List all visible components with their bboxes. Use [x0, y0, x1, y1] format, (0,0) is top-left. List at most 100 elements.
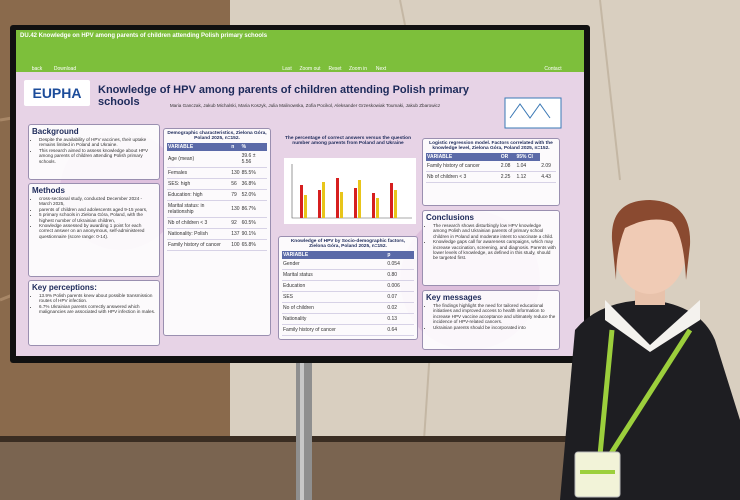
table-cell: 2.09 — [540, 161, 556, 172]
table-cell: Nb of children < 3 — [167, 217, 231, 229]
section-heading: Key messages — [426, 293, 482, 302]
table-row: Education: high 79 52.0% — [167, 189, 267, 201]
table-cell: Education — [282, 280, 387, 292]
table-cell: 36.8% — [240, 178, 267, 190]
toolbar-button[interactable]: back — [31, 66, 43, 72]
table-cell: 130 — [230, 167, 241, 179]
table-cell: 1.04 — [515, 161, 541, 172]
section-heading: Key perceptions: — [32, 283, 97, 292]
table-cell: No of children — [282, 302, 387, 314]
chart-title: The percentage of correct answers versus… — [284, 136, 412, 146]
table-cell: 85.5% — [240, 167, 267, 179]
table-cell: Age (mean) — [167, 151, 231, 168]
table-cell: Marital status: in relationship — [167, 200, 231, 218]
table-cell: 0.006 — [386, 280, 414, 292]
authors: Maria Ganczak, Jakub Michalski, Maria Ko… — [169, 103, 441, 108]
table-cell: 4.43 — [540, 171, 556, 183]
list-item: 6.7% Ukrainian parents correctly answere… — [39, 304, 156, 315]
list-item: Knowledge assessed by awarding 1 point f… — [39, 223, 156, 239]
column-header: VARIABLE — [282, 251, 387, 259]
list-item: The findings highlight the need for tail… — [433, 303, 556, 325]
table-cell: 65.8% — [240, 239, 267, 251]
table-cell: 0.054 — [386, 259, 414, 270]
table-cell: 86.7% — [240, 200, 267, 218]
list-item: Ukrainian parents should be incorporated… — [433, 325, 556, 330]
background-box: BackgroundDespite the availability of HP… — [28, 124, 160, 180]
table-cell: 2.08 — [499, 161, 516, 172]
column-header: n — [230, 143, 241, 151]
table-row: Gender 0.054 — [282, 259, 414, 270]
table-row: Family history of cancer 0.64 — [282, 324, 414, 336]
table-cell: Nb of children < 3 — [426, 171, 500, 183]
toolbar-button[interactable]: Last — [282, 66, 292, 72]
regression-box: Logistic regression model. Factors corre… — [422, 138, 560, 206]
table-cell: Nationality — [282, 313, 387, 325]
column-header: VARIABLE — [167, 143, 231, 151]
section-heading: Methods — [32, 186, 65, 195]
list-item: This research aimed to assess knowledge … — [39, 148, 156, 164]
chart-figure — [284, 158, 416, 224]
poster-title: Knowledge of HPV among parents of childr… — [98, 84, 469, 108]
table-cell: 0.07 — [386, 291, 414, 303]
table-cell: Family history of cancer — [426, 161, 500, 172]
toolbar-button[interactable]: Zoom out — [299, 66, 321, 72]
header-row: VARIABLE OR 95% CI — [426, 153, 556, 161]
table-cell: Family history of cancer — [167, 239, 231, 251]
column-header: 95% CI — [515, 153, 541, 161]
table-title: Knowledge of HPV by Socio-demographic fa… — [290, 239, 406, 249]
list-item: Knowledge gaps call for awareness campai… — [433, 239, 556, 261]
column-header: p — [386, 251, 414, 259]
screen-header: DU.42 Knowledge on HPV among parents of … — [20, 33, 268, 39]
table-row: Education 0.006 — [282, 280, 414, 292]
toolbar-button[interactable]: Download — [53, 66, 77, 72]
key-perceptions-box: Key perceptions:13.9% Polish parents kne… — [28, 280, 160, 346]
table-cell: 100 — [230, 239, 241, 251]
column-header: VARIABLE — [426, 153, 500, 161]
toolbar-button[interactable]: Next — [375, 66, 387, 72]
section-list: Despite the availability of HPV vaccines… — [32, 137, 156, 164]
section-list: The research shows disturbingly low HPV … — [426, 223, 556, 261]
table-cell: 0.64 — [386, 324, 414, 336]
chart-title-box: The percentage of correct answers versus… — [278, 134, 418, 158]
table-cell: Nationality: Polish — [167, 228, 231, 240]
table-cell: 0.13 — [386, 313, 414, 325]
table-cell: 56 — [230, 178, 241, 190]
table-row: Females 130 85.5% — [167, 167, 267, 179]
table-cell: Marital status — [282, 269, 387, 281]
demographics-box: Demographic characteristics, Zielona Gór… — [163, 128, 271, 336]
table-cell: SES: high — [167, 178, 231, 190]
table-cell — [230, 151, 241, 168]
key-messages-box: Key messagesThe findings highlight the n… — [422, 290, 560, 350]
list-item: Despite the availability of HPV vaccines… — [39, 137, 156, 148]
table-cell: Education: high — [167, 189, 231, 201]
data-table: VARIABLE OR 95% CI Family history of cancer… — [426, 153, 556, 183]
table-row: SES 0.07 — [282, 291, 414, 303]
section-list: The findings highlight the need for tail… — [426, 303, 556, 330]
table-cell: Gender — [282, 259, 387, 270]
knowledge-box: Knowledge of HPV by Socio-demographic fa… — [278, 236, 418, 340]
table-cell: 92 — [230, 217, 241, 229]
person — [560, 200, 740, 500]
toolbar-button[interactable]: Reset — [328, 66, 342, 72]
section-list: cross-sectional study, conducted Decembe… — [32, 196, 156, 239]
table-cell: SES — [282, 291, 387, 303]
table-cell: 79 — [230, 189, 241, 201]
toolbar-button[interactable]: Zoom in — [348, 66, 368, 72]
table-cell: 2.25 — [499, 171, 516, 183]
conclusions-box: ConclusionsThe research shows disturbing… — [422, 210, 560, 286]
table-row: Marital status: in relationship 130 86.7% — [167, 200, 267, 218]
table-cell: 0.02 — [386, 302, 414, 314]
table-title: Demographic characteristics, Zielona Gór… — [167, 131, 267, 141]
table-row: Nationality 0.13 — [282, 313, 414, 325]
toolbar-button[interactable]: Contact — [544, 66, 562, 72]
table-row: Age (mean) 39.6 ± 5.56 — [167, 151, 267, 168]
table-row: Nb of children < 3 92 60.5% — [167, 217, 267, 229]
table-row: Nb of children < 3 2.25 1.12 4.43 — [426, 171, 556, 183]
list-item: 5 primary schools in Zielona Góra, Polan… — [39, 212, 156, 223]
table-row: SES: high 56 36.8% — [167, 178, 267, 190]
header-row: VARIABLE n% — [167, 143, 267, 151]
table-cell: 39.6 ± 5.56 — [240, 151, 267, 168]
section-heading: Conclusions — [426, 213, 475, 222]
table-title: Logistic regression model. Factors corre… — [429, 141, 553, 151]
list-item: The research shows disturbingly low HPV … — [433, 223, 556, 239]
